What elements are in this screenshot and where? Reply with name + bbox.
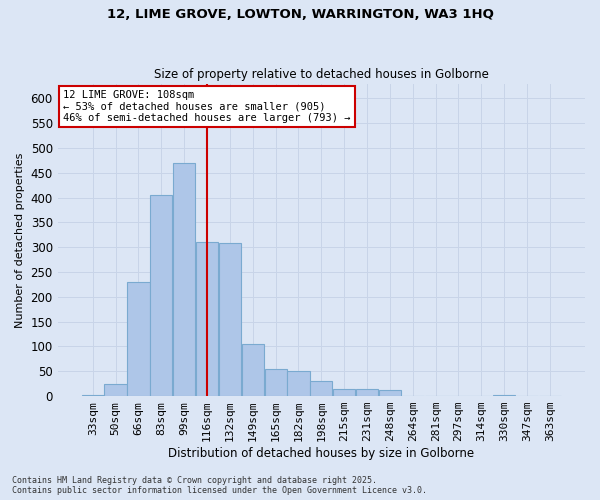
Bar [242, 344, 264, 396]
X-axis label: Distribution of detached houses by size in Golborne: Distribution of detached houses by size … [168, 447, 475, 460]
Bar [82, 395, 104, 396]
Bar [356, 388, 378, 396]
Text: 12, LIME GROVE, LOWTON, WARRINGTON, WA3 1HQ: 12, LIME GROVE, LOWTON, WARRINGTON, WA3 … [107, 8, 493, 20]
Bar [379, 390, 401, 396]
Bar [265, 369, 287, 396]
Bar [219, 244, 241, 396]
Bar [196, 242, 218, 396]
Bar [310, 381, 332, 396]
Bar [333, 388, 355, 396]
Bar [493, 395, 515, 396]
Y-axis label: Number of detached properties: Number of detached properties [15, 152, 25, 328]
Bar [104, 384, 127, 396]
Bar [173, 163, 195, 396]
Bar [150, 195, 172, 396]
Text: 12 LIME GROVE: 108sqm
← 53% of detached houses are smaller (905)
46% of semi-det: 12 LIME GROVE: 108sqm ← 53% of detached … [63, 90, 350, 123]
Title: Size of property relative to detached houses in Golborne: Size of property relative to detached ho… [154, 68, 489, 81]
Bar [127, 282, 149, 396]
Text: Contains HM Land Registry data © Crown copyright and database right 2025.
Contai: Contains HM Land Registry data © Crown c… [12, 476, 427, 495]
Bar [287, 372, 310, 396]
